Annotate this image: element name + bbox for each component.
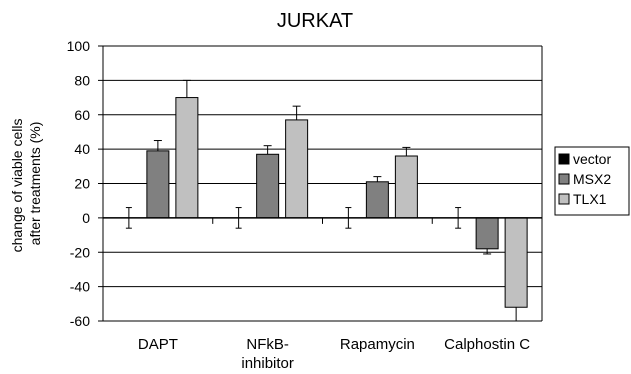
bar-msx2 bbox=[146, 150, 170, 219]
bars bbox=[146, 97, 528, 308]
legend-swatch-msx2 bbox=[558, 173, 570, 185]
bar-tlx1 bbox=[394, 155, 418, 219]
legend-swatch-tlx1 bbox=[558, 193, 570, 205]
bar-msx2 bbox=[365, 181, 389, 219]
y-tick-label: 80 bbox=[74, 72, 90, 88]
x-category-label: DAPT bbox=[138, 336, 178, 353]
x-category-labels: DAPT NFkB-inhibitor Rapamycin Calphostin C bbox=[138, 336, 530, 372]
y-tick-label: 60 bbox=[74, 107, 90, 123]
legend-label-msx2: MSX2 bbox=[573, 171, 611, 187]
bar-tlx1 bbox=[285, 119, 309, 219]
x-category-label: inhibitor bbox=[241, 355, 294, 372]
y-axis-label-line-1: change of viable cells bbox=[9, 119, 25, 253]
y-tick-label: 40 bbox=[74, 141, 90, 157]
x-category-label: Rapamycin bbox=[340, 336, 415, 353]
y-tick-label: -40 bbox=[70, 279, 90, 295]
bar-msx2 bbox=[256, 153, 280, 219]
legend-label-tlx1: TLX1 bbox=[573, 191, 607, 207]
y-tick-label: -20 bbox=[70, 244, 90, 260]
y-tick-label: -60 bbox=[70, 313, 90, 329]
y-tick-label: 100 bbox=[67, 38, 91, 54]
bar-tlx1 bbox=[175, 97, 199, 219]
legend: vector MSX2 TLX1 bbox=[554, 146, 630, 216]
bar-tlx1 bbox=[504, 217, 528, 308]
axes bbox=[98, 45, 543, 322]
y-tick-label: 20 bbox=[74, 176, 90, 192]
legend-swatch-vector bbox=[558, 153, 570, 165]
chart-title: JURKAT bbox=[277, 10, 353, 32]
x-category-label: Calphostin C bbox=[444, 336, 530, 353]
y-axis-label-line-2: after treatments (%) bbox=[27, 122, 43, 246]
y-tick-label: 0 bbox=[82, 210, 90, 226]
bar-msx2 bbox=[475, 217, 499, 250]
y-axis-label: change of viable cells after treatments … bbox=[9, 115, 43, 253]
y-tick-labels: -60 -40 -20 0 20 40 60 80 100 bbox=[67, 38, 91, 329]
x-category-label: NFkB- bbox=[246, 336, 289, 353]
legend-label-vector: vector bbox=[573, 151, 611, 167]
